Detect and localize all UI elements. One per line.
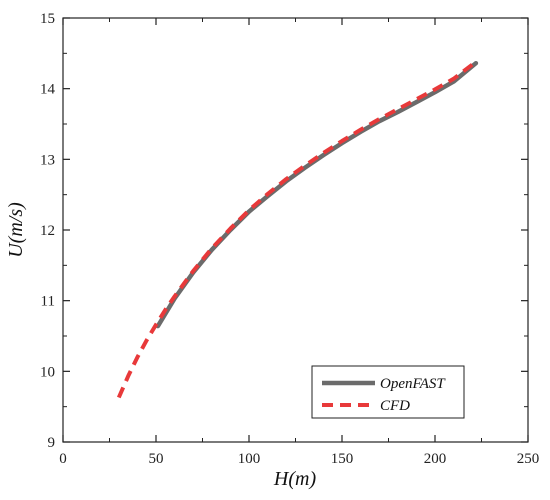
y-tick-label: 10 [40, 364, 55, 380]
x-tick-label: 100 [238, 451, 261, 467]
y-tick-label: 11 [41, 294, 55, 310]
legend-label-openfast: OpenFAST [380, 376, 446, 392]
axis-ticks: 0 50 100 150 200 250 9 10 11 12 13 14 15 [40, 11, 539, 467]
y-tick-label: 13 [40, 152, 55, 168]
y-axis-title: U(m/s) [5, 202, 27, 258]
x-tick-label: 150 [331, 451, 354, 467]
series-line-cfd [116, 60, 478, 399]
legend-label-cfd: CFD [380, 398, 410, 414]
legend-box [311, 365, 465, 419]
x-tick-label: 200 [424, 451, 447, 467]
series-line-openfast [155, 60, 479, 329]
x-tick-label: 0 [59, 451, 67, 467]
x-tick-label: 250 [517, 451, 540, 467]
legend: OpenFAST CFD [311, 365, 465, 419]
y-tick-label: 14 [40, 82, 56, 98]
x-tick-label: 50 [149, 451, 164, 467]
x-axis-title: H(m) [273, 468, 317, 490]
y-tick-label: 9 [48, 435, 56, 451]
series-layer [116, 60, 479, 399]
y-tick-label: 12 [40, 223, 55, 239]
y-tick-label: 15 [40, 11, 55, 27]
